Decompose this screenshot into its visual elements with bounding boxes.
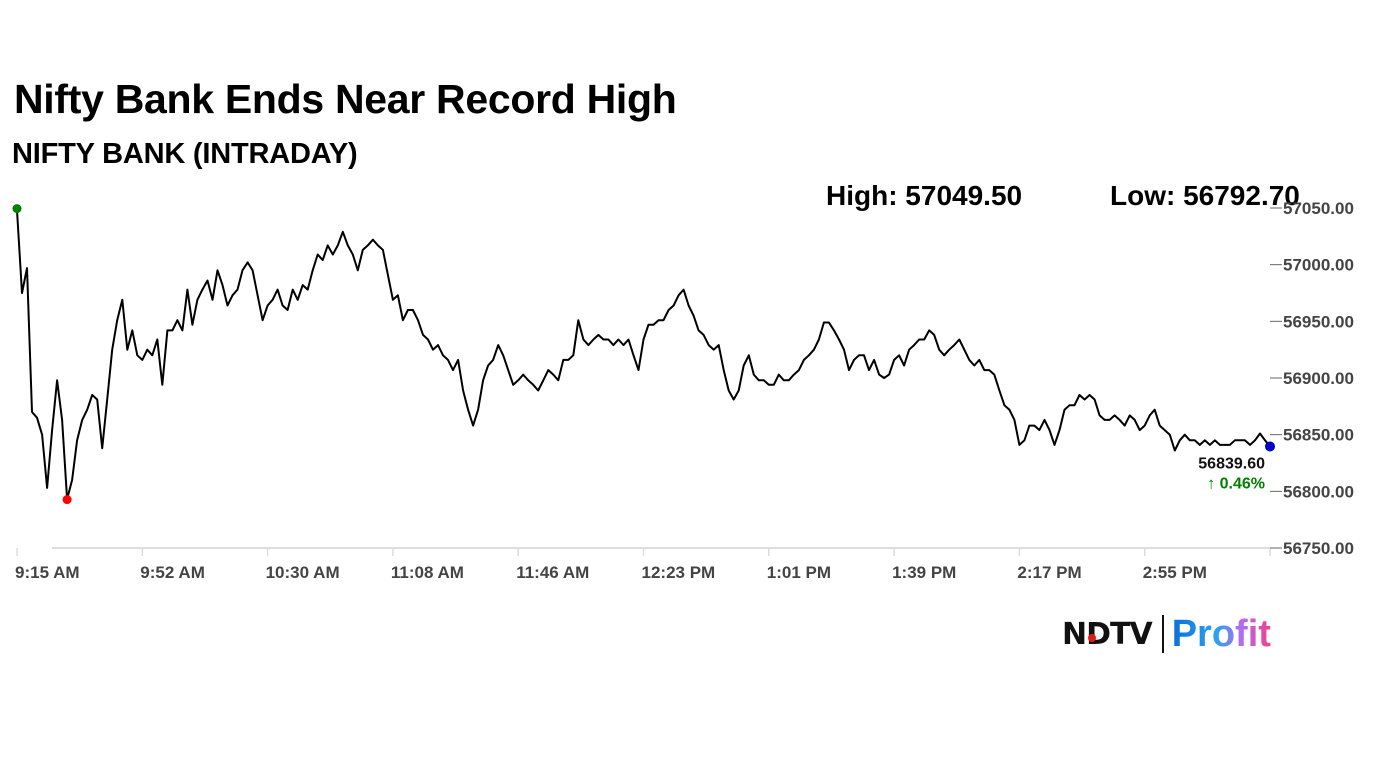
- x-tick-label: 9:52 AM: [140, 563, 205, 582]
- last-price-label: 56839.60: [1198, 455, 1265, 472]
- y-tick-label: 56900.00: [1283, 369, 1354, 388]
- chart-title: Nifty Bank Ends Near Record High: [14, 76, 677, 122]
- y-tick-label: 56800.00: [1283, 482, 1354, 501]
- price-line: [16, 210, 1271, 501]
- high-label: High: 57049.50: [826, 180, 1023, 211]
- low-marker: [62, 495, 72, 505]
- y-tick-label: 56750.00: [1283, 539, 1354, 558]
- x-tick-label: 11:08 AM: [391, 563, 464, 582]
- low-label: Low: 56792.70: [1110, 180, 1300, 211]
- x-tick-label: 1:01 PM: [767, 563, 831, 582]
- x-tick-label: 12:23 PM: [642, 563, 716, 582]
- y-tick-label: 57050.00: [1283, 199, 1354, 218]
- ndtv-profit-logo: NDTV Profit: [1062, 612, 1271, 656]
- x-tick-label: 9:15 AM: [15, 563, 80, 582]
- logo-brand: NDTV: [1062, 616, 1153, 652]
- high-marker: [12, 204, 22, 214]
- change-percent-label: ↑ 0.46%: [1207, 475, 1265, 492]
- y-tick-label: 56850.00: [1283, 426, 1354, 445]
- x-tick-label: 2:17 PM: [1017, 563, 1081, 582]
- y-tick-label: 56950.00: [1283, 312, 1354, 331]
- chart-subtitle: NIFTY BANK (INTRADAY): [12, 138, 358, 170]
- logo-divider: [1161, 615, 1164, 653]
- last-price-marker: [1265, 441, 1275, 452]
- logo-product: Profit: [1171, 612, 1271, 655]
- x-tick-label: 2:55 PM: [1143, 563, 1207, 582]
- x-tick-label: 10:30 AM: [266, 563, 340, 582]
- logo-red-dot: [1088, 633, 1096, 642]
- y-tick-label: 57000.00: [1283, 256, 1354, 275]
- x-tick-label: 1:39 PM: [892, 563, 956, 582]
- x-tick-label: 11:46 AM: [516, 563, 589, 582]
